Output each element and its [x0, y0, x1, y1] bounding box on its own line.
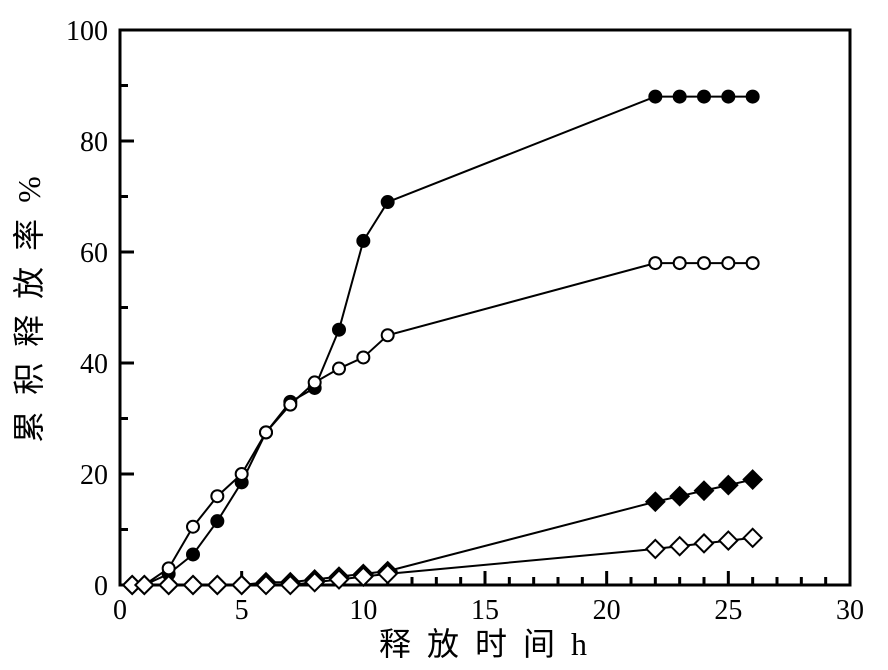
marker-open-circle [260, 426, 272, 438]
x-tick-label: 30 [836, 595, 864, 626]
marker-filled-circle [211, 515, 223, 527]
chart-svg: 0 5 10 15 20 25 30 释 放 时 间 h 0 20 40 60 80 100 累 积 释 放… [0, 0, 888, 670]
marker-open-circle [187, 521, 199, 533]
marker-open-circle [284, 399, 296, 411]
marker-filled-circle [698, 91, 710, 103]
marker-open-circle [382, 329, 394, 341]
y-tick-label: 20 [80, 460, 108, 491]
marker-open-circle [357, 351, 369, 363]
marker-open-circle [211, 490, 223, 502]
marker-filled-circle [187, 548, 199, 560]
marker-open-circle [722, 257, 734, 269]
y-tick-label: 0 [94, 571, 108, 602]
x-tick-label: 15 [471, 595, 499, 626]
marker-filled-circle [747, 91, 759, 103]
marker-filled-circle [333, 324, 345, 336]
x-tick-label: 20 [593, 595, 621, 626]
marker-open-circle [674, 257, 686, 269]
x-tick-label: 10 [349, 595, 377, 626]
x-tick-label: 5 [235, 595, 249, 626]
x-tick-label: 0 [113, 595, 127, 626]
marker-filled-circle [649, 91, 661, 103]
marker-open-circle [333, 363, 345, 375]
marker-filled-circle [674, 91, 686, 103]
y-tick-label: 100 [66, 16, 108, 47]
y-tick-label: 40 [80, 349, 108, 380]
y-tick-label: 60 [80, 238, 108, 269]
y-axis-label: 累 积 释 放 率 % [11, 172, 47, 443]
y-tick-label: 80 [80, 127, 108, 158]
marker-open-circle [163, 562, 175, 574]
x-axis-label: 释 放 时 间 h [379, 626, 591, 662]
marker-filled-circle [382, 196, 394, 208]
x-tick-label: 25 [714, 595, 742, 626]
marker-open-circle [649, 257, 661, 269]
marker-filled-circle [722, 91, 734, 103]
marker-open-circle [747, 257, 759, 269]
marker-open-circle [236, 468, 248, 480]
marker-open-circle [309, 376, 321, 388]
marker-filled-circle [357, 235, 369, 247]
marker-open-circle [698, 257, 710, 269]
release-chart: 0 5 10 15 20 25 30 释 放 时 间 h 0 20 40 60 80 100 累 积 释 放… [0, 0, 888, 670]
